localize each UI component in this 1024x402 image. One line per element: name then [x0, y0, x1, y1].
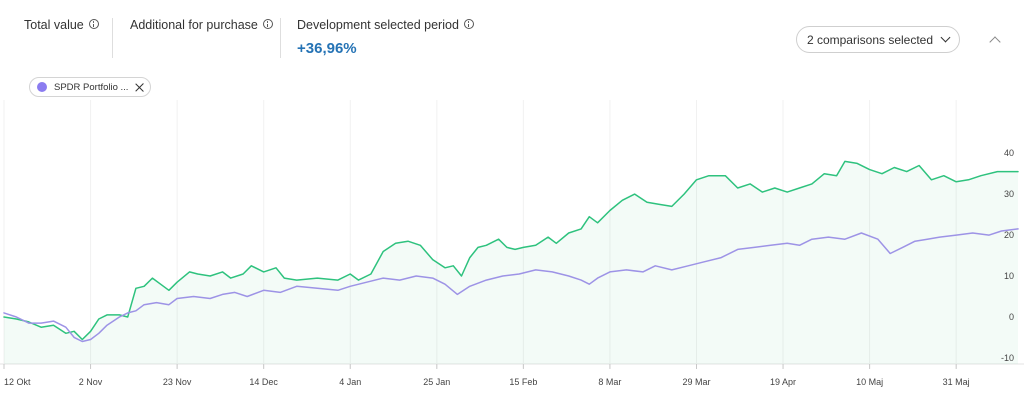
x-tick-label: 2 Nov [79, 377, 103, 387]
x-tick-label: 25 Jan [423, 377, 450, 387]
comparison-chip[interactable]: SPDR Portfolio ... [29, 77, 151, 97]
series-area-0 [4, 161, 1018, 364]
info-icon[interactable] [463, 19, 474, 29]
additional-purchase-label: Additional for purchase [130, 18, 258, 32]
x-tick-label: 14 Dec [249, 377, 278, 387]
y-tick-label: 10 [1004, 271, 1014, 281]
chart-series-layer [3, 160, 1019, 364]
stat-divider [280, 18, 281, 58]
x-tick-label: 8 Mar [598, 377, 621, 387]
x-tick-label: 31 Maj [943, 377, 970, 387]
comparison-chip-label: SPDR Portfolio ... [54, 81, 129, 93]
chart-axis-layer: 12 Okt 2 Nov 23 Nov 14 Dec 4 Jan 25 Jan 15 Feb… [4, 148, 1014, 387]
collapse-button[interactable] [985, 30, 1005, 50]
close-icon[interactable] [134, 82, 145, 93]
series-line-1 [3, 228, 1019, 343]
y-tick-label: 30 [1004, 189, 1014, 199]
x-tick-label: 29 Mar [682, 377, 710, 387]
comparisons-dropdown-button[interactable]: 2 comparisons selected [796, 26, 960, 53]
development-period-label: Development selected period [297, 18, 459, 32]
comparison-color-dot [37, 82, 47, 92]
y-tick-label: 0 [1009, 312, 1014, 322]
x-tick-label: 10 Maj [856, 377, 883, 387]
x-tick-label: 15 Feb [509, 377, 537, 387]
x-tick-label: 4 Jan [339, 377, 361, 387]
total-value-stat[interactable]: Total value [24, 18, 99, 32]
y-tick-label: -10 [1001, 353, 1014, 363]
x-tick-label: 12 Okt [4, 377, 31, 387]
total-value-label: Total value [24, 18, 84, 32]
development-period-stat[interactable]: Development selected period [297, 18, 474, 32]
comparisons-button-label: 2 comparisons selected [806, 32, 934, 47]
y-tick-label: 40 [1004, 148, 1014, 158]
additional-purchase-stat[interactable]: Additional for purchase [130, 18, 273, 32]
info-icon[interactable] [262, 19, 273, 29]
series-line-0 [3, 160, 1019, 341]
x-tick-label: 19 Apr [770, 377, 796, 387]
y-tick-label: 20 [1004, 230, 1014, 240]
development-percentage: +36,96% [297, 40, 357, 57]
stat-divider [112, 18, 113, 58]
stats-header: Total value Additional for purchase Deve… [0, 0, 1024, 70]
x-tick-label: 23 Nov [163, 377, 192, 387]
chevron-up-icon [989, 36, 1001, 48]
info-icon[interactable] [88, 19, 99, 29]
chevron-down-icon [940, 32, 951, 43]
chart-gridlines [0, 100, 1024, 369]
